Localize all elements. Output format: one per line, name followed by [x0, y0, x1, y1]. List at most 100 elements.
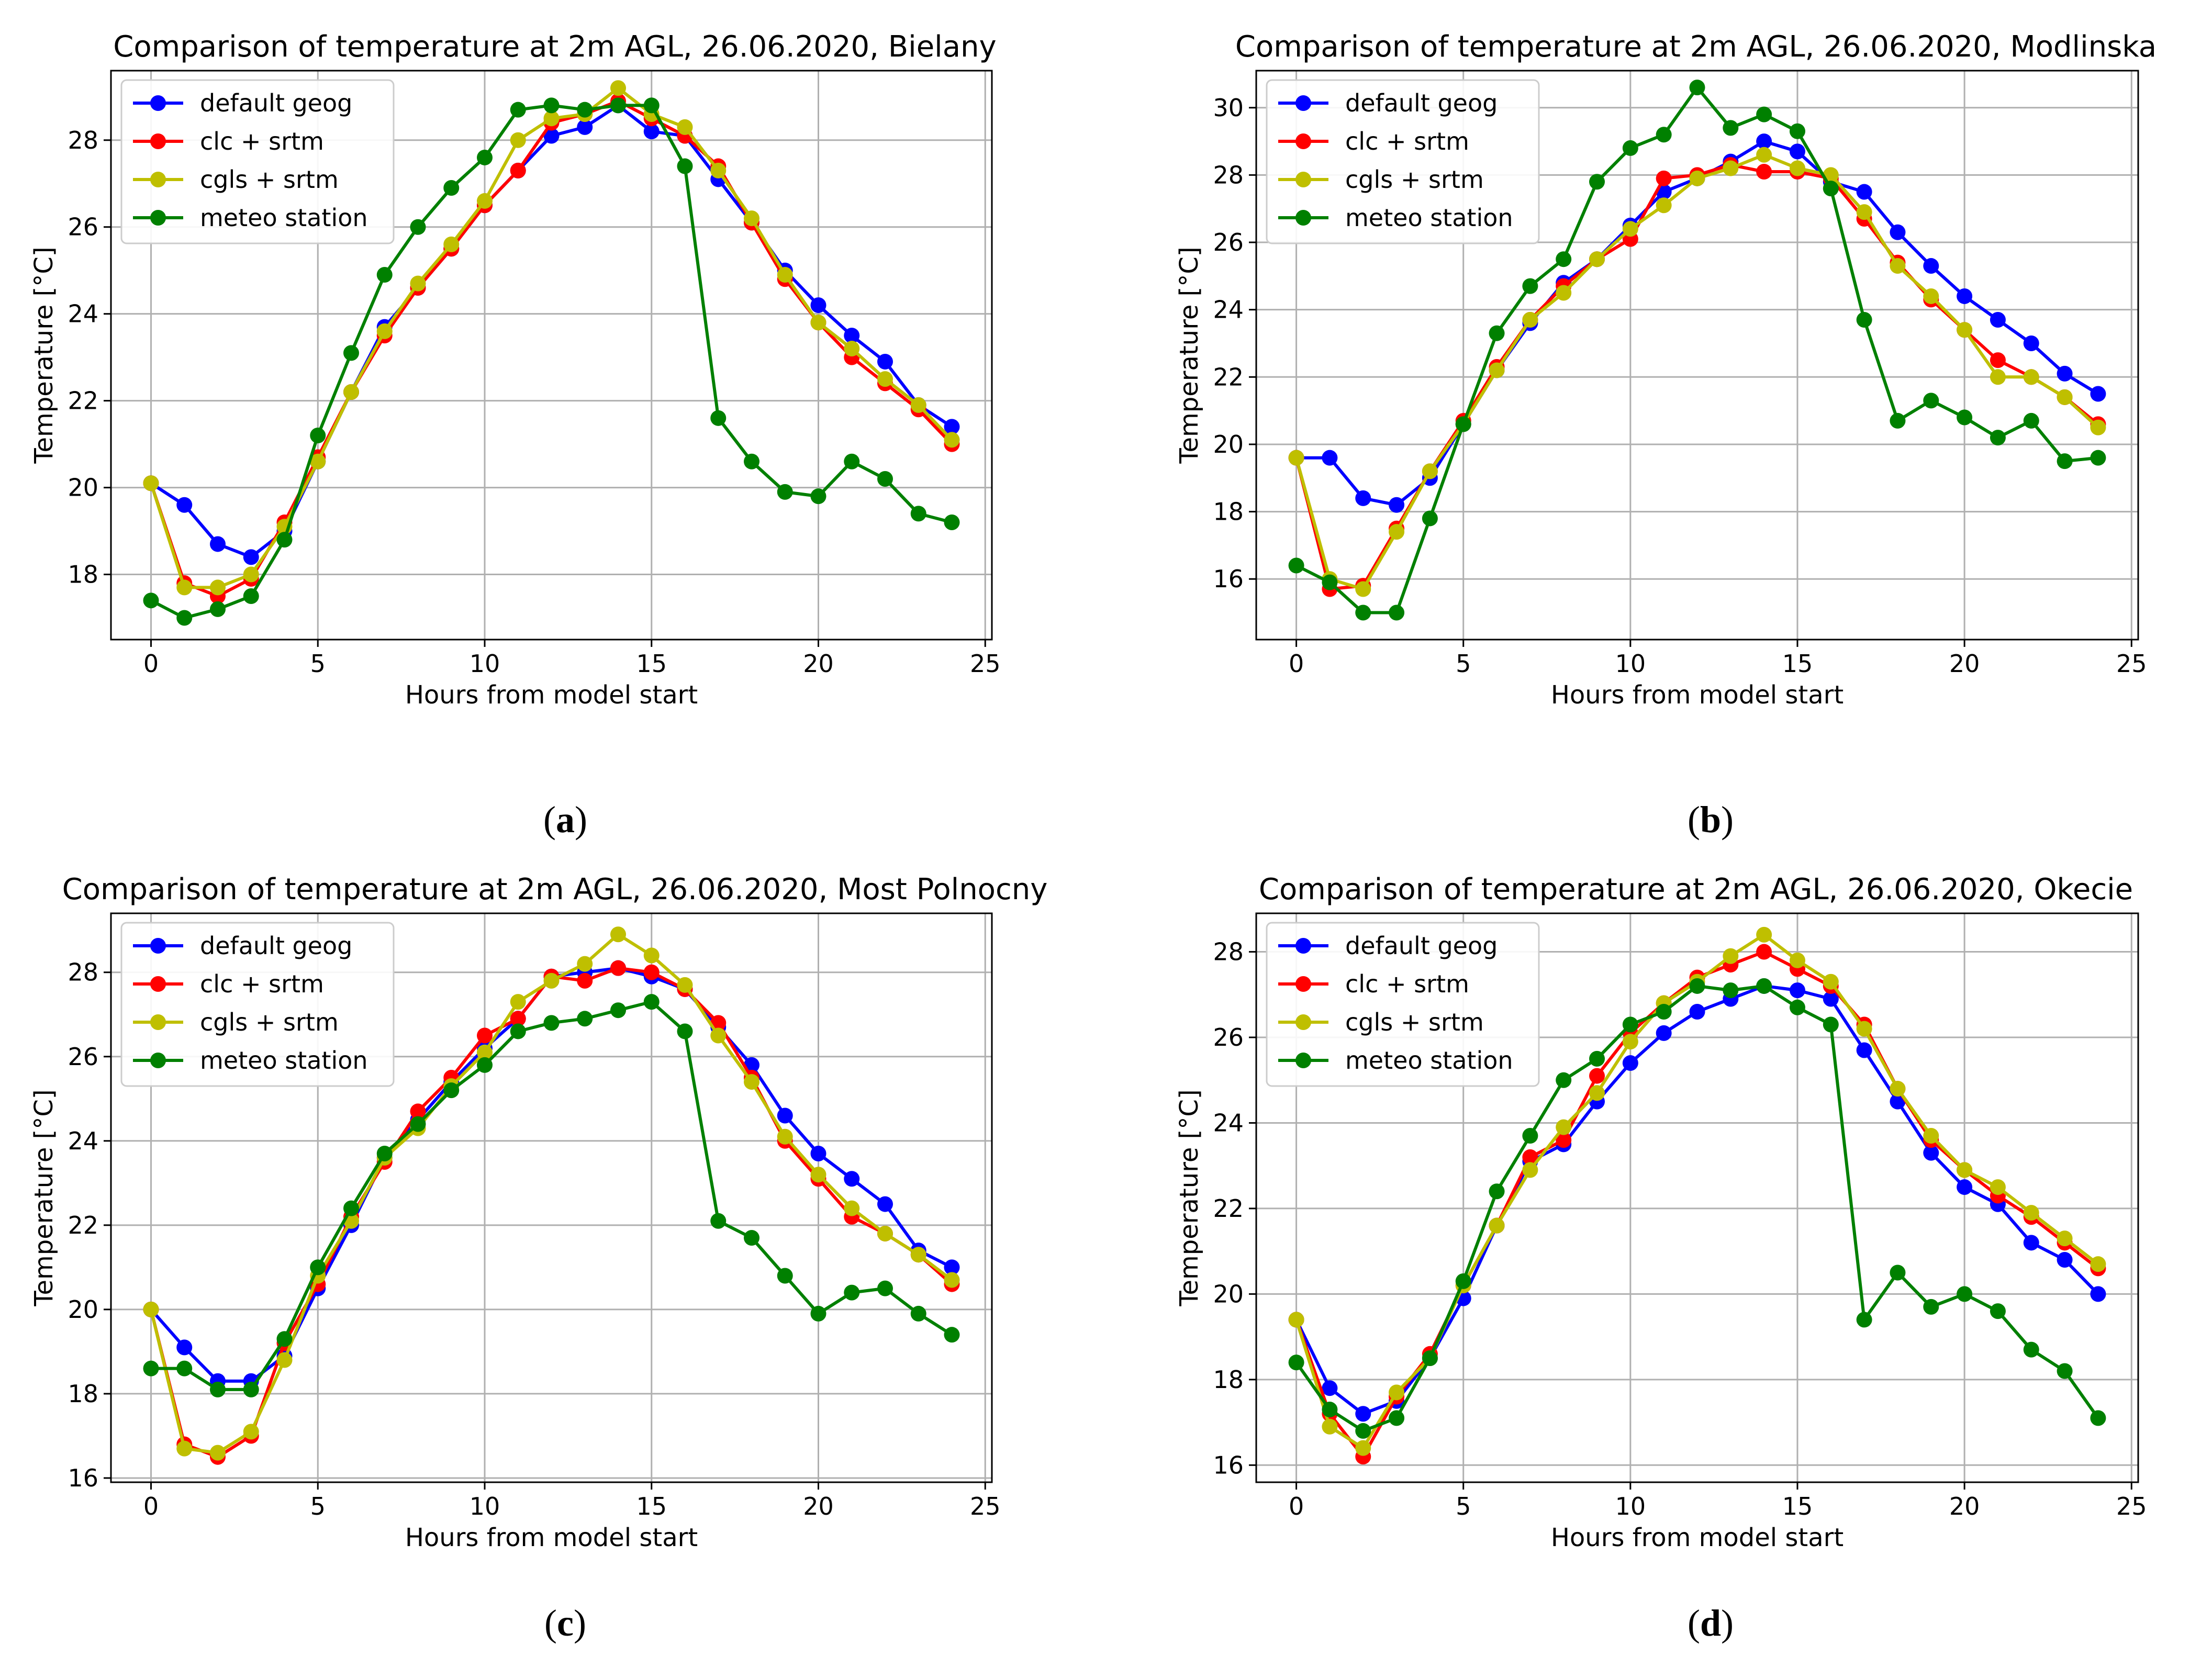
data-point-meteo-station	[376, 1145, 393, 1161]
data-point-cgls-srtm	[877, 1225, 893, 1241]
x-axis-label: Hours from model start	[405, 1523, 698, 1552]
data-point-cgls-srtm	[744, 210, 759, 227]
panel-c: Comparison of temperature at 2m AGL, 26.…	[29, 872, 1047, 1552]
data-point-meteo-station	[2057, 453, 2073, 469]
data-point-meteo-station	[1890, 1265, 1906, 1281]
data-point-meteo-station	[1288, 1355, 1304, 1371]
data-point-cgls-srtm	[1990, 1179, 2006, 1195]
data-point-meteo-station	[243, 588, 259, 605]
data-point-default-geog	[1923, 1145, 1939, 1161]
data-point-meteo-station	[710, 410, 727, 426]
data-point-cgls-srtm	[2090, 1256, 2106, 1272]
legend-label-default-geog: default geog	[1345, 89, 1498, 117]
data-point-meteo-station	[1723, 120, 1739, 136]
data-point-default-geog	[2023, 335, 2039, 351]
data-point-default-geog	[1355, 490, 1371, 506]
data-point-cgls-srtm	[810, 1167, 826, 1183]
data-point-cgls-srtm	[1756, 926, 1772, 943]
legend-marker-cgls-srtm	[150, 172, 166, 187]
legend-label-clc-srtm: clc + srtm	[200, 127, 324, 155]
y-tick-label: 16	[1213, 1451, 1244, 1479]
y-tick-label: 18	[1213, 1366, 1244, 1394]
data-point-cgls-srtm	[210, 579, 226, 596]
data-point-meteo-station	[543, 1015, 560, 1031]
legend-label-cgls-srtm: cgls + srtm	[1345, 1008, 1484, 1036]
legend-marker-default-geog	[1295, 95, 1311, 111]
y-tick-label: 24	[68, 300, 98, 328]
data-point-cgls-srtm	[710, 1027, 727, 1044]
legend-label-default-geog: default geog	[200, 932, 352, 960]
chart-title: Comparison of temperature at 2m AGL, 26.…	[113, 30, 996, 64]
data-point-default-geog	[2057, 365, 2073, 382]
x-tick-label: 0	[1289, 1492, 1304, 1520]
data-point-meteo-station	[343, 345, 359, 361]
data-point-meteo-station	[1522, 1127, 1538, 1144]
data-point-cgls-srtm	[477, 1044, 493, 1060]
data-point-meteo-station	[1322, 1402, 1338, 1418]
data-point-meteo-station	[1656, 1003, 1672, 1020]
data-point-default-geog	[2023, 1235, 2039, 1251]
legend-label-meteo-station: meteo station	[200, 204, 368, 232]
y-tick-label: 24	[1213, 296, 1244, 324]
data-point-meteo-station	[1756, 106, 1772, 122]
legend-label-clc-srtm: clc + srtm	[200, 970, 324, 998]
data-point-clc-srtm	[610, 960, 626, 976]
data-point-clc-srtm	[643, 964, 660, 980]
legend-box	[120, 79, 395, 244]
data-point-meteo-station	[477, 1057, 493, 1073]
data-point-meteo-station	[1322, 574, 1338, 590]
data-point-meteo-station	[1990, 430, 2006, 446]
data-point-cgls-srtm	[610, 926, 626, 943]
y-axis-label: Temperature [°C]	[1175, 247, 1204, 464]
data-point-default-geog	[877, 1196, 893, 1212]
x-tick-label: 25	[970, 1492, 1001, 1520]
data-point-default-geog	[944, 1259, 960, 1276]
data-point-meteo-station	[143, 1360, 159, 1377]
data-point-meteo-station	[1689, 978, 1705, 994]
data-point-cgls-srtm	[1522, 1162, 1538, 1178]
y-tick-label: 18	[68, 1380, 98, 1408]
data-point-cgls-srtm	[1556, 285, 1572, 301]
data-point-cgls-srtm	[1856, 204, 1872, 220]
data-point-meteo-station	[310, 1259, 326, 1276]
data-point-cgls-srtm	[677, 119, 693, 135]
data-point-default-geog	[2057, 1252, 2073, 1268]
data-point-cgls-srtm	[1389, 1384, 1405, 1401]
data-point-cgls-srtm	[2023, 1205, 2039, 1221]
legend-marker-meteo-station	[1295, 1053, 1311, 1068]
data-point-meteo-station	[1957, 1286, 1973, 1302]
data-point-meteo-station	[1957, 409, 1973, 426]
data-point-cgls-srtm	[477, 193, 493, 209]
y-axis-label: Temperature [°C]	[29, 247, 59, 464]
data-point-clc-srtm	[510, 162, 526, 178]
legend-marker-cgls-srtm	[1295, 172, 1311, 187]
data-point-cgls-srtm	[844, 1200, 860, 1216]
data-point-meteo-station	[577, 1011, 593, 1027]
legend-label-default-geog: default geog	[200, 89, 352, 117]
x-axis-label: Hours from model start	[405, 680, 698, 710]
data-point-default-geog	[243, 549, 259, 565]
data-point-cgls-srtm	[643, 947, 660, 964]
y-tick-label: 26	[1213, 228, 1244, 256]
data-point-cgls-srtm	[1422, 463, 1438, 479]
legend-label-default-geog: default geog	[1345, 932, 1498, 960]
data-point-default-geog	[1957, 288, 1973, 304]
legend-box	[120, 922, 395, 1087]
data-point-default-geog	[1789, 143, 1805, 160]
data-point-default-geog	[176, 1339, 193, 1356]
data-point-cgls-srtm	[1489, 362, 1505, 378]
data-point-meteo-station	[276, 1331, 293, 1347]
data-point-default-geog	[844, 1171, 860, 1187]
data-point-meteo-station	[744, 1229, 759, 1246]
data-point-default-geog	[1389, 497, 1405, 513]
data-point-cgls-srtm	[1556, 1119, 1572, 1135]
data-point-meteo-station	[1389, 605, 1405, 621]
data-point-cgls-srtm	[710, 162, 727, 178]
data-point-meteo-station	[1622, 1016, 1638, 1033]
x-tick-label: 10	[1615, 650, 1646, 678]
legend-marker-meteo-station	[150, 1053, 166, 1068]
x-tick-label: 25	[2116, 650, 2147, 678]
x-tick-label: 20	[803, 650, 834, 678]
data-point-meteo-station	[877, 471, 893, 487]
data-point-meteo-station	[910, 506, 926, 522]
